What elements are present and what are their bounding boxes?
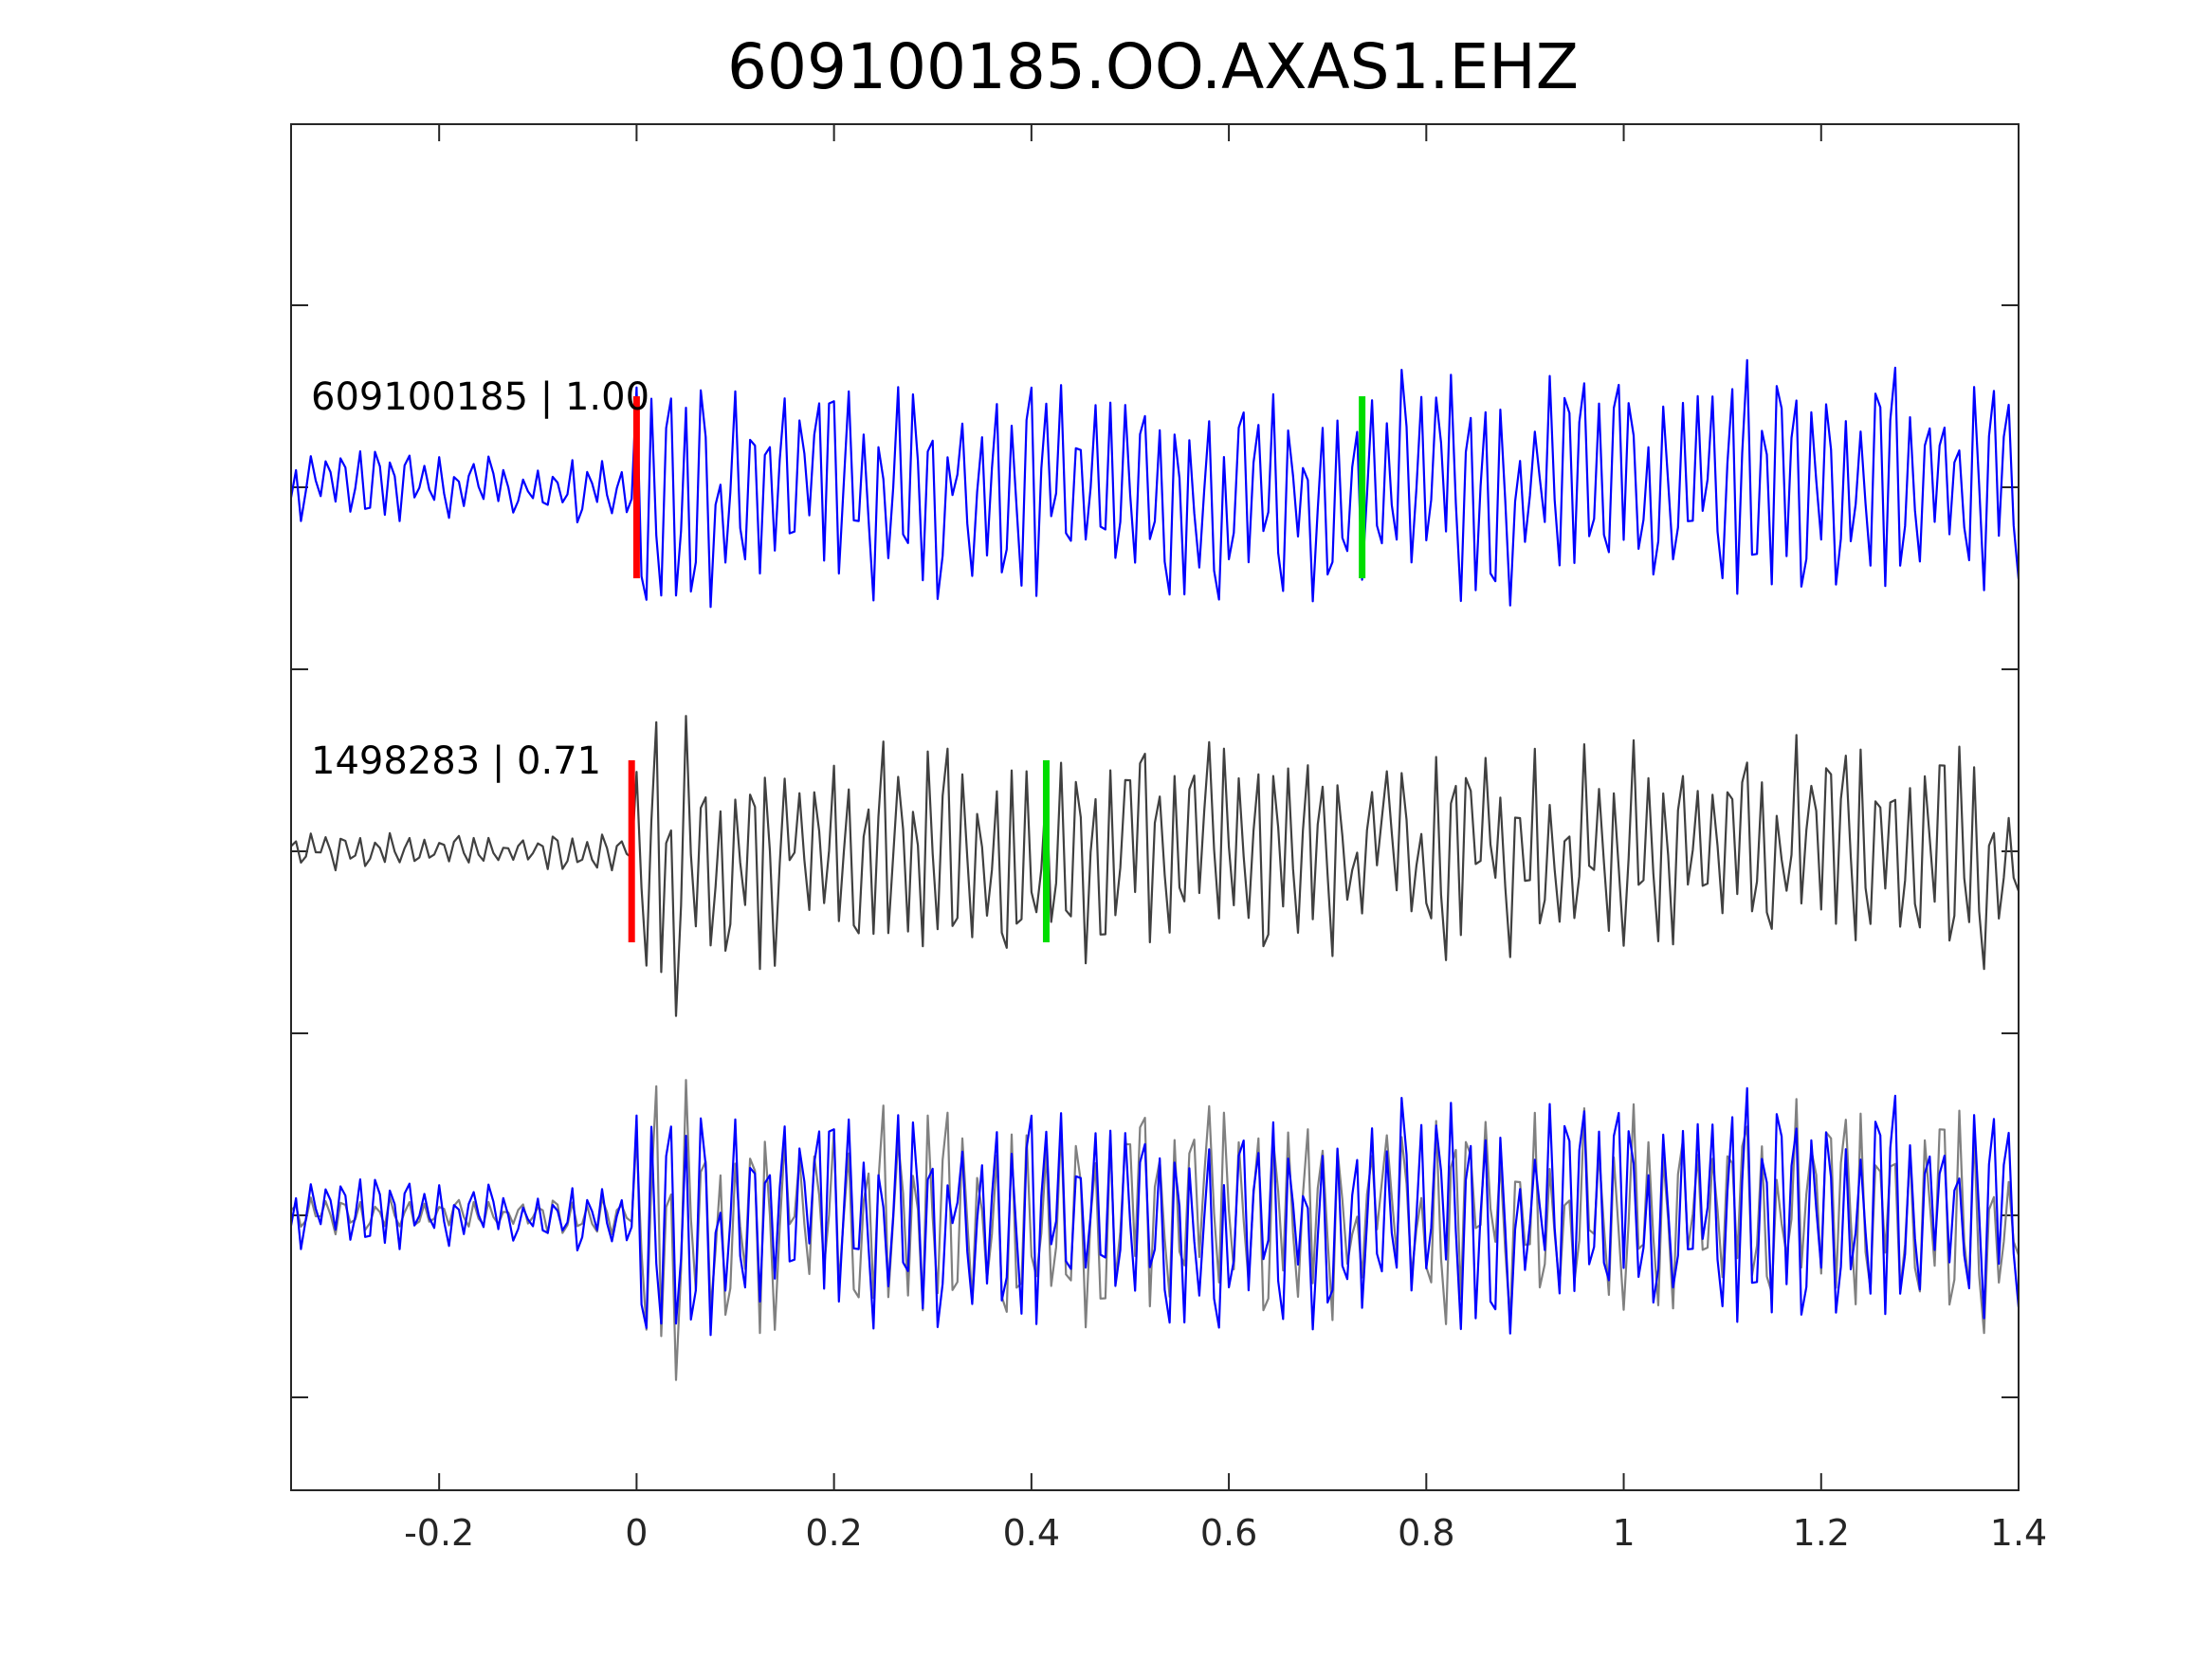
x-tick-labels: -0.2 0 0.2 0.4 0.6 0.8 1 1.2 1.4 [404, 1512, 2047, 1554]
x-tick-label: 0.6 [1200, 1512, 1257, 1554]
trace-label: 609100185 | 1.00 [311, 375, 649, 419]
axis-ticks [291, 124, 2020, 1490]
x-tick-label: 0.8 [1398, 1512, 1454, 1554]
x-tick-label: -0.2 [404, 1512, 474, 1554]
plot-area: 609100185 | 1.00 1498283 | 0.71 [289, 123, 2020, 1491]
x-tick-label: 0 [625, 1512, 648, 1554]
phase-picks [628, 396, 1366, 942]
trace-labels: 609100185 | 1.00 1498283 | 0.71 [311, 375, 649, 783]
x-tick-label: 0.2 [805, 1512, 862, 1554]
trace-label: 1498283 | 0.71 [311, 739, 601, 783]
overlay-line-609100185 [289, 1086, 2020, 1337]
trace-line-609100185 [289, 358, 2020, 609]
x-tick-label: 0.4 [1003, 1512, 1060, 1554]
chart-title: 609100185.OO.AXAS1.EHZ [727, 30, 1579, 103]
x-tick-label: 1.2 [1793, 1512, 1850, 1554]
axes-frame [290, 123, 2020, 1491]
x-tick-label: 1 [1612, 1512, 1635, 1554]
waveform-traces [289, 358, 2020, 1381]
overlay-line-1498283 [290, 1079, 2020, 1381]
trace-line-1498283 [290, 715, 2020, 1017]
x-tick-label: 1.4 [1990, 1512, 2047, 1554]
